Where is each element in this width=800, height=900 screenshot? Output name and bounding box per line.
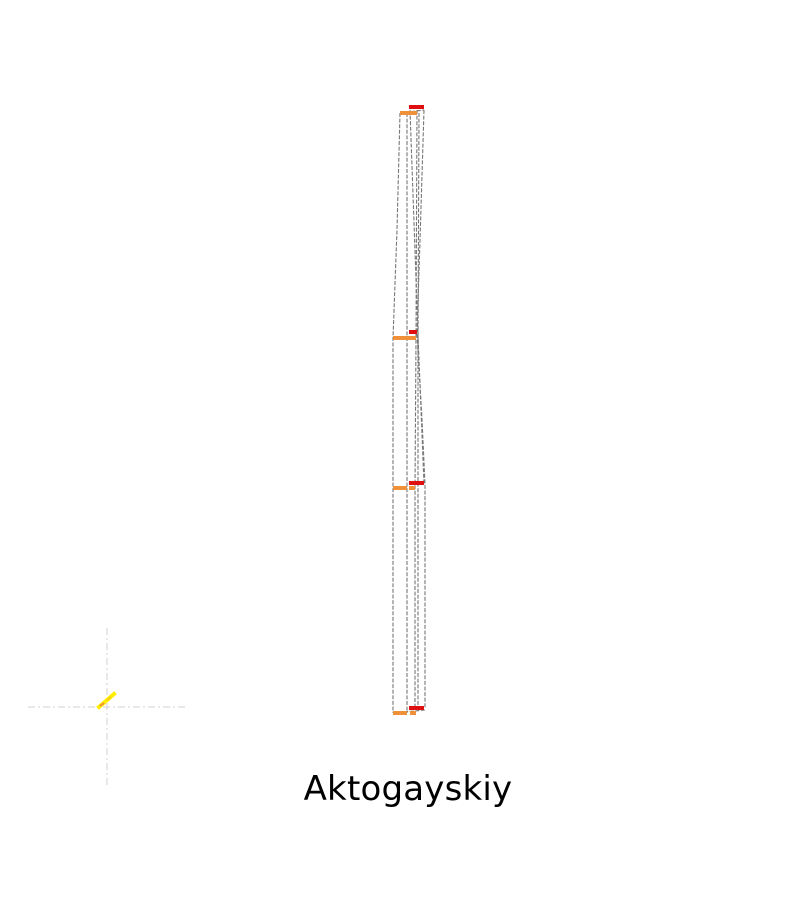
level-upper bbox=[393, 330, 417, 340]
origin-crosshair bbox=[28, 628, 188, 788]
level-lower bbox=[393, 481, 424, 490]
left-leg-outline bbox=[392, 112, 401, 713]
level-bottom bbox=[393, 706, 424, 715]
diagram-caption: Aktogayskiy bbox=[303, 769, 513, 809]
tower-outlines bbox=[392, 109, 426, 714]
level-top bbox=[400, 105, 424, 115]
inner-right-leg-outline bbox=[417, 112, 420, 708]
lightning-icon bbox=[96, 691, 117, 710]
middle-leg-outline bbox=[414, 109, 418, 710]
